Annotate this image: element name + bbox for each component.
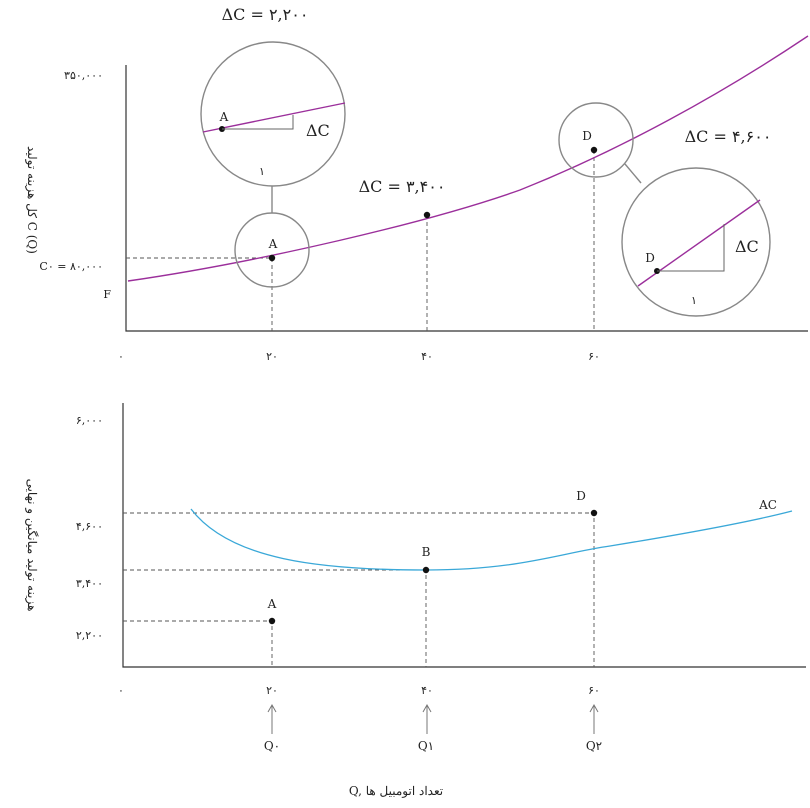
average-cost-curve [190, 508, 793, 571]
delta-c-d-label: ΔC = ۴,۶۰۰ [685, 127, 772, 146]
zoom-circle-a [200, 41, 346, 187]
q0-label: Q۰ [264, 739, 280, 753]
connector-d [624, 163, 642, 184]
arrow-q1 [422, 703, 432, 734]
bottom-y-tick-3400: ۳,۴۰۰ [76, 577, 103, 590]
arrow-q2 [589, 703, 599, 734]
point-a-label: A [268, 237, 278, 251]
bottom-x-tick-0: ۰ [118, 684, 124, 697]
bottom-y-axis-label: هزینه تولید میانگین و نهایی [25, 479, 39, 612]
zoom-circle-d [621, 167, 771, 317]
top-x-tick-20: ۲۰ [266, 350, 278, 363]
zoom-a-point-label: A [219, 110, 229, 124]
point-d-top [590, 146, 598, 154]
top-x-tick-60: ۶۰ [588, 350, 600, 363]
total-cost-chart: کل هزینه تولید C (Q) ۳۵۰,۰۰۰ C۰ = ۸۰,۰۰۰… [25, 5, 809, 363]
magnifier-circle-d [558, 102, 634, 178]
zoom-a-delta-c: ΔC [306, 121, 330, 140]
arrow-q0 [267, 703, 277, 734]
point-b-bottom [422, 566, 430, 574]
bottom-x-tick-20: ۲۰ [266, 684, 278, 697]
average-cost-chart: هزینه تولید میانگین و نهایی ۶,۰۰۰ ۴,۶۰۰ … [25, 403, 806, 798]
total-cost-curve [127, 35, 809, 282]
zoom-d-point-label: D [645, 251, 655, 265]
guide-d-bottom [123, 512, 595, 667]
point-d-bottom-label: D [576, 489, 586, 503]
top-y-axis-label: کل هزینه تولید C (Q) [25, 146, 39, 254]
point-40-top [423, 211, 431, 219]
f-intercept-label: F [103, 288, 111, 301]
zoom-d-delta-c: ΔC [735, 237, 759, 256]
bottom-y-tick-4600: ۴,۶۰۰ [76, 520, 103, 533]
bottom-y-tick-2200: ۲,۲۰۰ [76, 629, 103, 642]
bottom-x-tick-60: ۶۰ [588, 684, 600, 697]
top-y-tick-max: ۳۵۰,۰۰۰ [64, 69, 103, 82]
delta-c-a-label: ΔC = ۲,۲۰۰ [222, 5, 309, 24]
point-a-bottom [268, 617, 276, 625]
point-b-bottom-label: B [422, 545, 431, 559]
top-x-tick-40: ۴۰ [421, 350, 433, 363]
ac-curve-label: AC [758, 498, 777, 512]
bottom-x-tick-40: ۴۰ [421, 684, 433, 697]
point-a-top [268, 254, 276, 262]
guide-a-bottom [123, 620, 273, 667]
zoom-d: D ΔC ۱ ΔC = ۴,۶۰۰ [621, 127, 772, 317]
c0-label: C۰ = ۸۰,۰۰۰ [39, 260, 103, 273]
top-axes [125, 65, 808, 332]
point-d-bottom [590, 509, 598, 517]
q2-label: Q۲ [586, 739, 602, 753]
point-a-bottom-label: A [267, 597, 277, 611]
bottom-axes [122, 403, 806, 668]
point-d-label: D [582, 129, 592, 143]
q1-label: Q۱ [418, 739, 434, 753]
zoom-a-tangent [202, 102, 346, 133]
bottom-y-tick-6000: ۶,۰۰۰ [76, 414, 103, 427]
zoom-d-triangle [657, 224, 725, 272]
bottom-x-axis-label: Q, تعداد اتومبیل ها [349, 784, 443, 798]
guide-b-bottom [123, 569, 427, 667]
top-x-tick-0: ۰ [118, 350, 124, 363]
delta-c-mid-label: ΔC = ۳,۴۰۰ [359, 177, 446, 196]
zoom-d-run: ۱ [691, 294, 697, 307]
zoom-a: A ΔC ۱ ΔC = ۲,۲۰۰ [200, 5, 346, 187]
zoom-a-triangle [222, 115, 294, 130]
zoom-a-run: ۱ [259, 165, 265, 178]
